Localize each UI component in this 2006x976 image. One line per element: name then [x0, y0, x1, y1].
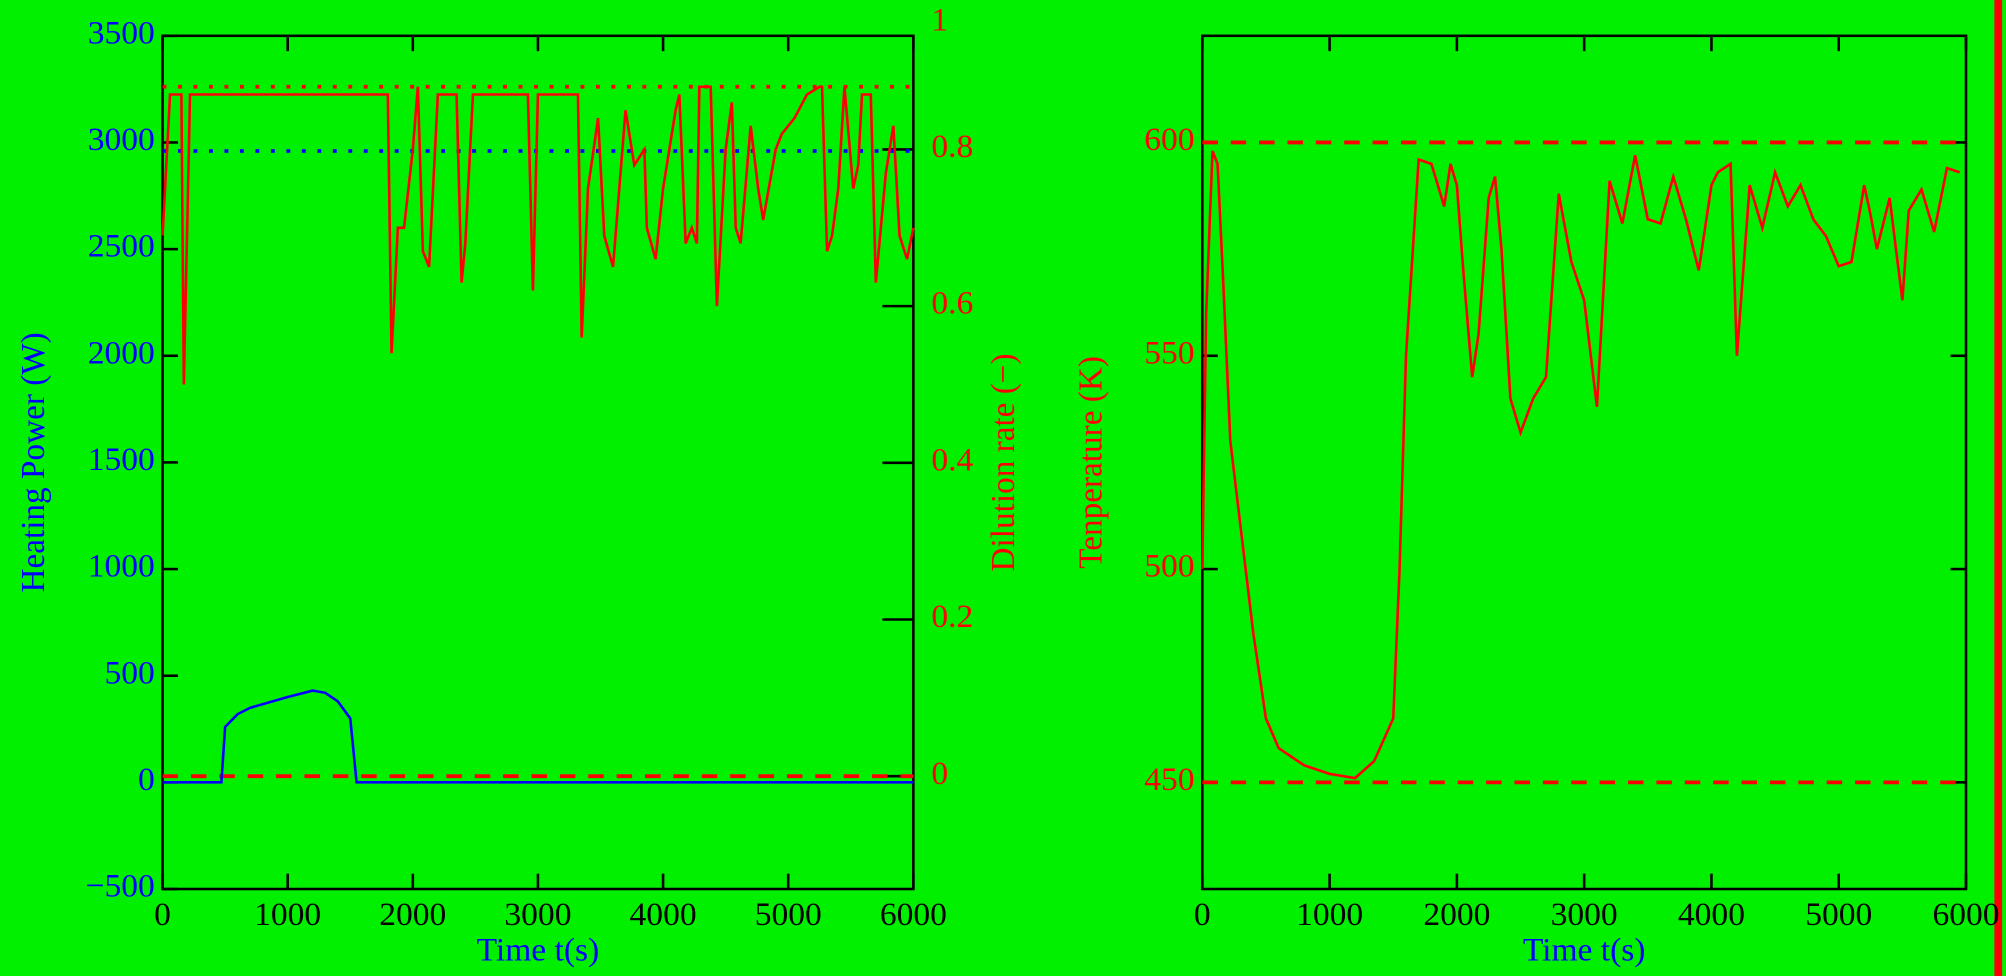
y-tick-label: 1000	[88, 548, 155, 585]
y-axis-label: Tenperature (K)	[1073, 356, 1110, 569]
y2-tick-label: 0.8	[931, 128, 973, 165]
x-tick-label: 0	[154, 896, 171, 933]
x-tick-label: 5000	[755, 896, 822, 933]
x-axis-label: Time t(s)	[477, 932, 600, 969]
y-axis-label: Heating Power (W)	[15, 332, 52, 592]
x-tick-label: 1000	[1296, 896, 1363, 933]
x-tick-label: 2000	[1423, 896, 1490, 933]
data-line	[162, 689, 914, 784]
y2-axis-label: Dilution rate (−)	[985, 353, 1022, 571]
y2-tick-label: 1	[931, 2, 948, 39]
y-tick-label: 550	[1144, 335, 1194, 372]
y-tick-label: 2500	[88, 228, 155, 265]
y-tick-label: −500	[86, 868, 155, 905]
y2-tick-label: 0	[931, 755, 948, 792]
y-tick-label: 3000	[88, 121, 155, 158]
data-line	[161, 85, 915, 385]
x-tick-label: 1000	[254, 896, 321, 933]
y-tick-label: 1500	[88, 441, 155, 478]
y-tick-label: 2000	[88, 335, 155, 372]
x-tick-label: 0	[1194, 896, 1211, 933]
x-tick-label: 4000	[630, 896, 697, 933]
x-axis-label: Time t(s)	[1523, 932, 1646, 969]
y-tick-label: 600	[1144, 121, 1194, 158]
y2-tick-label: 0.2	[931, 598, 973, 635]
y-tick-label: 3500	[88, 15, 155, 52]
x-tick-label: 5000	[1805, 896, 1872, 933]
x-tick-label: 6000	[1932, 896, 1999, 933]
y-tick-label: 500	[1144, 548, 1194, 585]
y-tick-label: 500	[105, 654, 155, 691]
y-tick-label: 0	[138, 761, 155, 798]
x-tick-label: 6000	[880, 896, 947, 933]
x-tick-label: 2000	[379, 896, 446, 933]
y-tick-label: 450	[1144, 761, 1194, 798]
y2-tick-label: 0.6	[931, 285, 973, 322]
y2-tick-label: 0.4	[931, 442, 973, 479]
edge-bar	[1994, 0, 2003, 976]
x-tick-label: 3000	[504, 896, 571, 933]
data-line	[1201, 150, 1961, 780]
x-tick-label: 4000	[1678, 896, 1745, 933]
x-tick-label: 3000	[1551, 896, 1618, 933]
